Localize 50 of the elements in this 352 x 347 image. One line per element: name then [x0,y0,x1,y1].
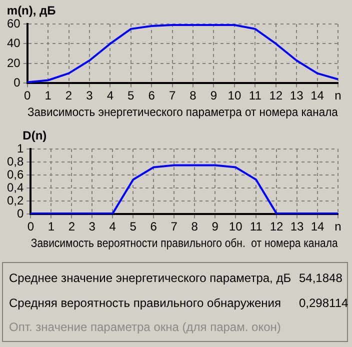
x-tick-label: 7 [168,88,176,103]
x-tick-label: 13 [290,220,304,234]
text: Среднее значение энергетического параметра, дБ [9,271,292,287]
x-tick-label: 6 [148,88,156,103]
x-tick-label: 12 [269,88,283,103]
x-tick-label: 12 [270,220,284,234]
x-tick-label: 7 [170,220,178,234]
x-tick-label: 6 [150,220,158,234]
y-axis-title: D(n) [22,128,47,142]
y-tick-label: 0,2 [6,193,24,208]
y-axis-title: m(n), дБ [6,3,56,18]
x-tick-label: 8 [190,88,197,103]
x-tick-label: 11 [250,220,263,234]
x-axis-title: Зависимость энергетического параметра от номера канала [27,106,338,120]
x-tick-label: 3 [88,220,96,234]
x-tick-label: 5 [130,220,137,234]
y-tick-label: 40 [6,36,21,50]
x-tick-label: 3 [86,88,94,103]
x-tick-label: 14 [310,220,325,234]
x-tick-label: 9 [210,88,218,103]
x-tick-label: n [334,220,342,234]
y-tick-label: 0 [14,76,21,90]
x-tick-label: 1 [44,88,52,103]
x-tick-label: 2 [68,220,76,234]
x-tick-label: 1 [48,220,55,234]
y-tick-label: 0 [16,206,24,221]
x-tick-label: 5 [128,88,135,103]
text: Средняя вероятность правильного обнаружения [9,296,282,312]
y-tick-label: 20 [6,56,21,70]
text: 54,1848 [299,271,344,287]
x-tick-label: 14 [310,88,324,103]
x-tick-label: 4 [109,220,116,234]
text: 0,298114 [299,296,349,312]
x-tick-label: 4 [106,88,114,103]
x-axis-title: Зависимость вероятности правильного обн. от номера канала [30,238,338,250]
x-tick-label: 0 [27,220,34,234]
x-tick-label: 2 [65,88,72,103]
text: Опт. значение параметра окна (для парам. окон) [9,320,282,336]
y-tick-label: 0,8 [6,154,24,168]
y-tick-label: 0,6 [6,167,24,182]
x-tick-label: 13 [290,88,304,103]
x-tick-label: 10 [228,88,242,103]
y-tick-label: 1 [16,141,24,156]
x-tick-label: 11 [248,88,262,103]
x-tick-label: 10 [228,220,243,234]
x-tick-label: 8 [191,220,198,234]
y-tick-label: 0,4 [6,180,24,194]
y-tick-label: 60 [6,16,21,30]
x-tick-label: n [334,88,342,103]
x-tick-label: 9 [212,220,219,234]
